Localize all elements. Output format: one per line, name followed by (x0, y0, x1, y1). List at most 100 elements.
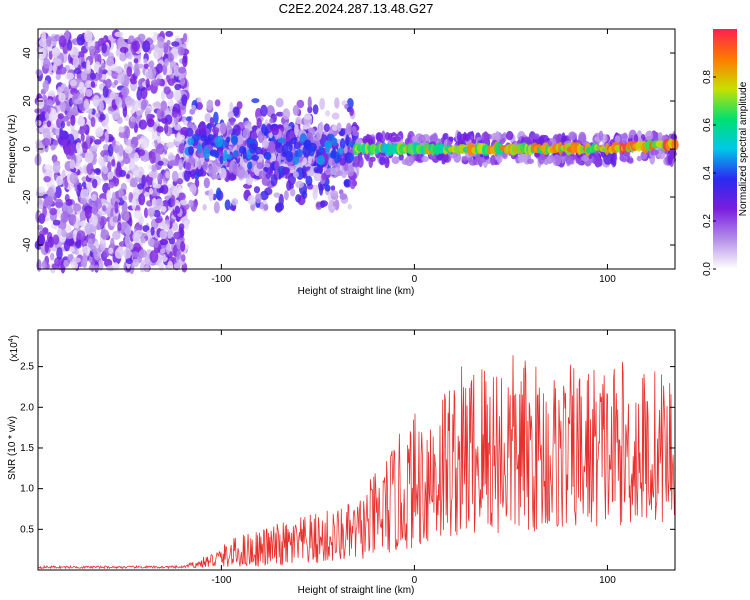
heatmap-cell (349, 107, 355, 117)
heatmap-cell (312, 189, 318, 200)
heatmap-cell (275, 202, 285, 212)
heatmap-cell (568, 131, 577, 141)
heatmap-cell (123, 212, 130, 222)
heatmap-cell (67, 253, 74, 262)
heatmap-cell (57, 113, 64, 120)
heatmap-cell (231, 135, 238, 146)
heatmap-cell (222, 149, 228, 162)
heatmap-cell (144, 191, 150, 197)
heatmap-cell (71, 257, 81, 263)
heatmap-cell (156, 78, 162, 85)
heatmap-cell (261, 123, 267, 134)
heatmap-cell (84, 208, 92, 219)
heatmap-cell (114, 248, 124, 259)
heatmap-cell (334, 97, 340, 109)
heatmap-cell (468, 159, 478, 166)
heatmap-cell (275, 111, 284, 117)
heatmap-cell (471, 138, 477, 145)
heatmap-cell (441, 159, 446, 165)
heatmap-cell (118, 169, 127, 177)
heatmap-cell (155, 143, 165, 155)
heatmap-cell (41, 260, 47, 270)
heatmap-cell (345, 134, 350, 147)
spectrogram-y-label: Frequency (Hz) (7, 115, 18, 184)
heatmap-cell (167, 228, 174, 239)
heatmap-cell (58, 92, 66, 103)
x-tick-label: 0 (412, 575, 418, 586)
heatmap-cell (113, 113, 121, 119)
heatmap-cell (294, 150, 299, 158)
heatmap-cell (80, 133, 85, 142)
heatmap-cell (38, 38, 48, 48)
snr-series-line (38, 355, 675, 570)
heatmap-cell (307, 154, 312, 165)
heatmap-cell (315, 132, 320, 140)
heatmap-cell (138, 249, 148, 258)
heatmap-cell (379, 154, 386, 166)
heatmap-cell (52, 161, 61, 174)
heatmap-cell (295, 116, 302, 125)
heatmap-cell (181, 94, 188, 107)
heatmap-cell (255, 193, 262, 204)
heatmap-cell (448, 136, 454, 142)
heatmap-cell (65, 198, 73, 206)
heatmap-cell (603, 151, 613, 165)
heatmap-cell (275, 97, 284, 108)
heatmap-cell (86, 181, 92, 194)
heatmap-cell (133, 210, 142, 219)
heatmap-cell (263, 166, 269, 172)
heatmap-cell (136, 88, 143, 101)
heatmap-cell (53, 58, 62, 67)
heatmap-cell (121, 221, 128, 230)
heatmap-cell (165, 30, 174, 38)
heatmap-cell (288, 140, 293, 153)
heatmap-cell (105, 97, 111, 105)
heatmap-cell (294, 124, 299, 136)
heatmap-cell (160, 248, 166, 254)
spectrogram-x-ticks: -100 0 100 (211, 29, 616, 285)
heatmap-cell (242, 146, 247, 160)
heatmap-cell (46, 120, 52, 128)
heatmap-cell (133, 169, 139, 178)
y-tick-label: 1.5 (20, 443, 34, 454)
heatmap-cell (236, 101, 243, 110)
heatmap-cell (219, 167, 227, 180)
heatmap-cell (59, 66, 67, 75)
heatmap-cell (82, 252, 88, 265)
heatmap-cell (81, 61, 88, 69)
heatmap-cell (289, 188, 296, 197)
heatmap-cell (114, 201, 119, 214)
heatmap-cell (85, 88, 93, 97)
heatmap-cell (73, 98, 83, 105)
heatmap-cell (331, 112, 340, 120)
heatmap-cell (54, 34, 60, 41)
heatmap-cell (66, 120, 71, 127)
heatmap-cell (177, 46, 185, 56)
heatmap-cell (204, 113, 211, 123)
y-tick-label: 40 (22, 47, 33, 59)
heatmap-cell (88, 198, 93, 206)
heatmap-cell (113, 79, 119, 86)
heatmap-cell (174, 205, 181, 215)
heatmap-cell (125, 258, 133, 265)
heatmap-cell (640, 152, 648, 160)
heatmap-cell (90, 116, 96, 128)
heatmap-cell (463, 133, 471, 142)
heatmap-cell (67, 39, 73, 51)
heatmap-cell (265, 151, 272, 161)
heatmap-cell (158, 186, 164, 194)
heatmap-cell (339, 157, 347, 166)
heatmap-cell (67, 142, 75, 156)
heatmap-cell (186, 116, 192, 122)
heatmap-cell (274, 160, 280, 171)
heatmap-cell (523, 136, 532, 145)
heatmap-cell (52, 219, 61, 226)
heatmap-cell (319, 97, 326, 110)
y-tick-label: 2.5 (20, 362, 34, 373)
heatmap-cell (324, 184, 331, 192)
chart-title: C2E2.2024.287.13.48.G27 (279, 1, 434, 16)
heatmap-cell (156, 134, 162, 144)
heatmap-cell (261, 139, 269, 149)
heatmap-cell (203, 177, 210, 189)
snr-x-label: Height of straight line (km) (298, 585, 415, 596)
